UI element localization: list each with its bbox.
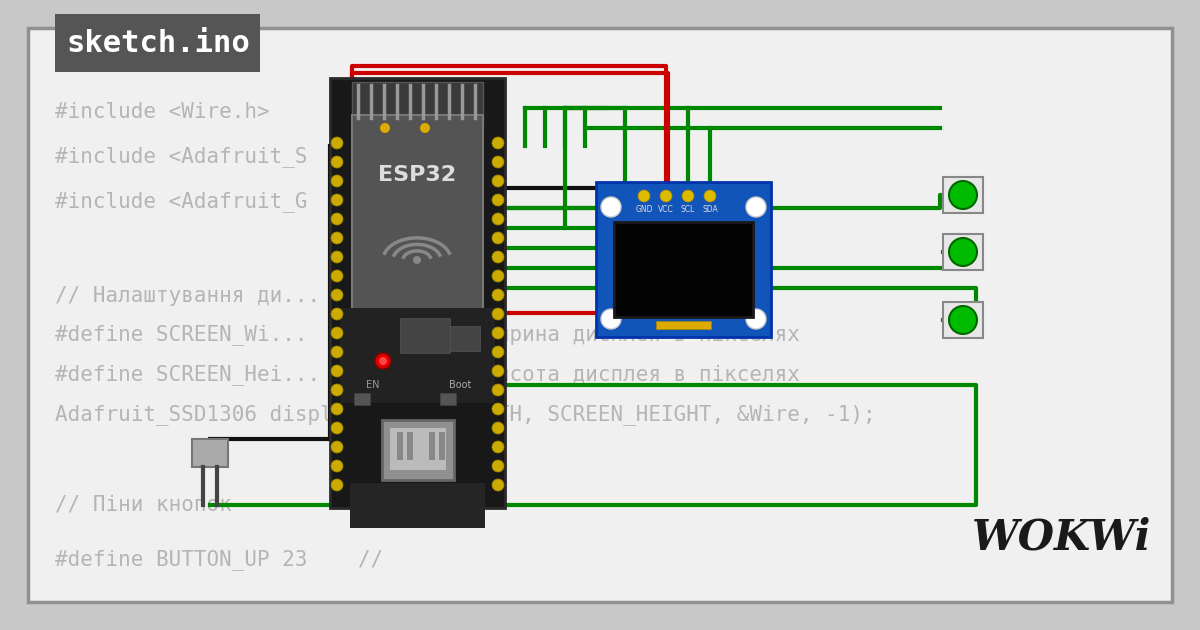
Text: #define SCREEN_Hеі...             Висота дисплея в пікселях: #define SCREEN_Hеі... Висота дисплея в п… (55, 364, 800, 386)
Circle shape (704, 190, 716, 202)
Text: VCC: VCC (658, 205, 674, 214)
Bar (192, 439, 228, 467)
Bar (354, 393, 370, 405)
Circle shape (492, 308, 504, 320)
Text: #include <Adafruit_S: #include <Adafruit_S (55, 147, 307, 168)
Bar (397, 432, 403, 460)
Bar (407, 432, 413, 460)
Text: #include <Wire.h>: #include <Wire.h> (55, 102, 270, 122)
Circle shape (746, 309, 766, 329)
Text: ESP32: ESP32 (378, 165, 456, 185)
Circle shape (331, 422, 343, 434)
Bar (656, 321, 710, 329)
Circle shape (331, 270, 343, 282)
Text: sketch.ino: sketch.ino (66, 30, 250, 59)
Bar (440, 393, 456, 405)
Circle shape (374, 353, 391, 369)
Circle shape (492, 251, 504, 263)
Circle shape (949, 306, 977, 334)
Circle shape (660, 190, 672, 202)
Circle shape (601, 197, 622, 217)
Circle shape (331, 460, 343, 472)
Circle shape (331, 441, 343, 453)
Circle shape (331, 384, 343, 396)
Circle shape (413, 256, 421, 264)
Bar (450, 326, 480, 351)
Circle shape (949, 238, 977, 266)
Circle shape (331, 327, 343, 339)
Bar (350, 483, 485, 528)
Bar (400, 318, 450, 353)
Text: Boot: Boot (449, 380, 472, 390)
Circle shape (331, 175, 343, 187)
Circle shape (331, 213, 343, 225)
Circle shape (492, 441, 504, 453)
Circle shape (949, 181, 977, 209)
Bar (943, 302, 983, 338)
Circle shape (492, 289, 504, 301)
Circle shape (492, 175, 504, 187)
Text: // Налаштування ди...: // Налаштування ди... (55, 286, 320, 306)
Circle shape (492, 213, 504, 225)
Circle shape (492, 365, 504, 377)
Text: WOKWi: WOKWi (972, 517, 1152, 559)
Bar (439, 432, 445, 460)
Circle shape (331, 232, 343, 244)
Circle shape (492, 156, 504, 168)
Circle shape (379, 357, 386, 365)
Text: #include <Adafruit_G: #include <Adafruit_G (55, 192, 307, 212)
Text: // Піни кнопок: // Піни кнопок (55, 495, 232, 515)
Bar (943, 177, 983, 213)
Circle shape (331, 156, 343, 168)
Circle shape (331, 251, 343, 263)
Circle shape (331, 194, 343, 206)
Circle shape (331, 479, 343, 491)
Circle shape (601, 309, 622, 329)
Bar (330, 78, 505, 508)
Circle shape (492, 232, 504, 244)
Bar (340, 308, 496, 403)
Circle shape (331, 137, 343, 149)
Text: Adafruit_SSD1306 display(SCREEN_WIDTH, SCREEN_HEIGHT, &Wire, -1);: Adafruit_SSD1306 display(SCREEN_WIDTH, S… (55, 404, 876, 425)
Bar (596, 182, 772, 337)
Circle shape (331, 346, 343, 358)
Circle shape (331, 308, 343, 320)
FancyBboxPatch shape (28, 28, 1172, 602)
Circle shape (492, 270, 504, 282)
Circle shape (492, 460, 504, 472)
Circle shape (492, 346, 504, 358)
Circle shape (420, 123, 430, 133)
Text: #define SCREEN_Wі...              Ширина дисплея в пікселях: #define SCREEN_Wі... Ширина дисплея в пі… (55, 324, 800, 345)
Text: SCL: SCL (680, 205, 695, 214)
Circle shape (492, 137, 504, 149)
Bar (614, 222, 754, 317)
Circle shape (492, 194, 504, 206)
Bar (943, 234, 983, 270)
Circle shape (380, 123, 390, 133)
Text: SDA: SDA (702, 205, 718, 214)
Circle shape (331, 289, 343, 301)
Bar (352, 82, 482, 124)
Text: GND: GND (635, 205, 653, 214)
Circle shape (492, 384, 504, 396)
Text: #define BUTTON_UP 23    //: #define BUTTON_UP 23 // (55, 549, 383, 571)
Bar (430, 432, 436, 460)
Circle shape (638, 190, 650, 202)
Circle shape (746, 197, 766, 217)
Circle shape (331, 365, 343, 377)
Bar (390, 428, 446, 470)
Circle shape (492, 422, 504, 434)
Text: EN: EN (366, 380, 379, 390)
Bar (55, 14, 260, 72)
Circle shape (331, 403, 343, 415)
Circle shape (492, 327, 504, 339)
Circle shape (492, 479, 504, 491)
Circle shape (492, 403, 504, 415)
Bar (382, 420, 454, 480)
Circle shape (682, 190, 694, 202)
Bar (352, 115, 482, 315)
